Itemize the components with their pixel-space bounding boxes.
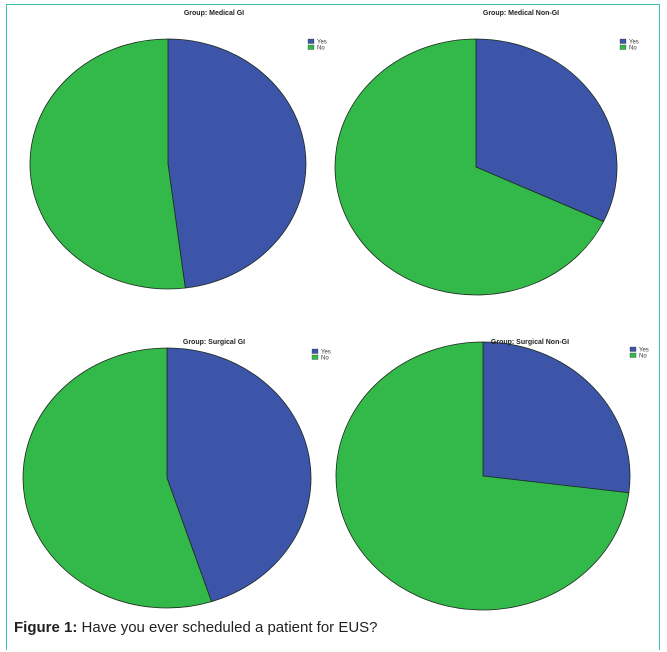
figure-caption: Figure 1: Have you ever scheduled a pati… [14, 619, 378, 636]
chart-title: Group: Surgical Non-GI [491, 339, 569, 346]
pie-slice-no [22, 347, 213, 609]
caption-label: Figure 1: [14, 619, 78, 636]
legend-label-yes: Yes [639, 348, 649, 354]
legend-label-yes: Yes [629, 40, 639, 46]
pie-slice-yes [167, 38, 307, 289]
pie-slice-no [334, 38, 605, 296]
legend-swatch-yes [307, 38, 315, 44]
legend-swatch-no [311, 354, 319, 360]
legend-swatch-no [307, 44, 315, 50]
chart-title: Group: Surgical GI [183, 339, 245, 346]
legend-swatch-yes [311, 348, 319, 354]
legend-swatch-no [619, 44, 627, 50]
legend-label-no: No [629, 46, 637, 52]
pie-slice-yes [166, 347, 312, 603]
chart-title: Group: Medical Non-GI [483, 10, 559, 17]
legend-label-no: No [321, 356, 329, 362]
pie-slice-no [29, 38, 186, 290]
legend-label-no: No [639, 354, 647, 360]
legend-label-yes: Yes [321, 350, 331, 356]
pie-slice-yes [475, 38, 618, 223]
legend-swatch-yes [619, 38, 627, 44]
pie-slice-yes [482, 341, 631, 494]
pie-slice-no [335, 341, 630, 611]
chart-title: Group: Medical GI [184, 10, 244, 17]
legend-swatch-yes [629, 346, 637, 352]
legend-label-yes: Yes [317, 40, 327, 46]
caption-text: Have you ever scheduled a patient for EU… [81, 619, 378, 636]
legend-label-no: No [317, 46, 325, 52]
legend-swatch-no [629, 352, 637, 358]
